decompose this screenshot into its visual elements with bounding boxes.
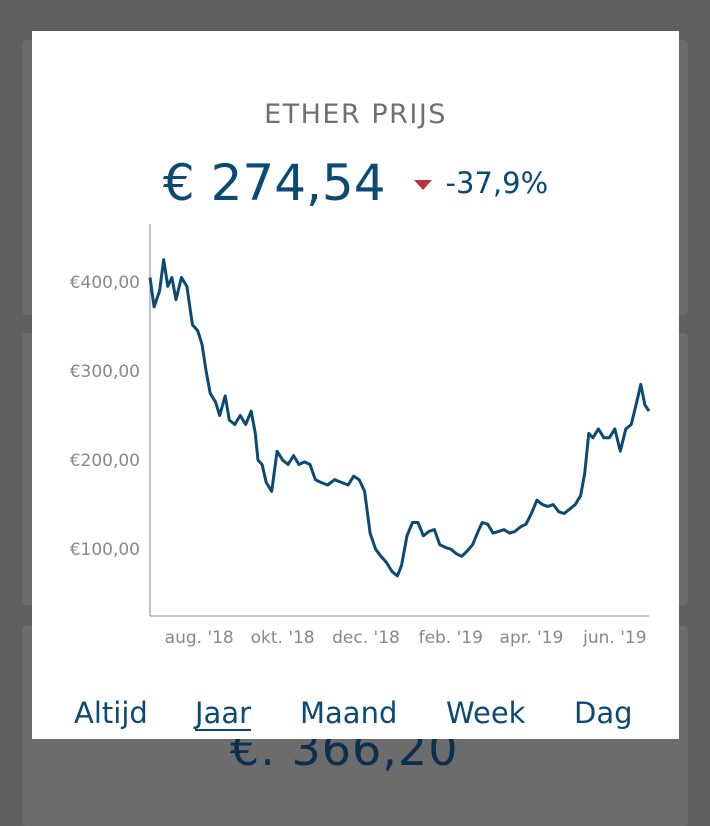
tab-dag[interactable]: Dag [574, 696, 633, 730]
x-tick-label: apr. '19 [500, 628, 564, 648]
tab-altijd[interactable]: Altijd [74, 696, 148, 730]
price-change: -37,9% [445, 166, 549, 200]
x-tick-label: feb. '19 [419, 628, 483, 648]
price-series-line [148, 258, 651, 578]
y-tick-label: €100,00 [70, 540, 140, 560]
tab-jaar[interactable]: Jaar [195, 696, 252, 730]
price-line-chart: €400,00 €300,00 €200,00 €100,00 aug. '18 okt.… [70, 224, 651, 648]
period-tabs: Altijd Jaar Maand Week Dag [32, 696, 679, 738]
y-tick-label: €300,00 [70, 362, 140, 382]
current-price: € 274,54 [162, 154, 386, 212]
x-tick-label: dec. '18 [332, 628, 400, 648]
x-tick-label: jun. '19 [582, 628, 646, 648]
y-tick-label: €400,00 [70, 273, 140, 293]
y-tick-label: €200,00 [70, 451, 140, 471]
x-tick-label: okt. '18 [251, 628, 315, 648]
price-chart-modal: ETHER PRIJS € 274,54 -37,9% €400,00 €300,… [32, 31, 679, 739]
x-tick-label: aug. '18 [165, 628, 234, 648]
tab-maand[interactable]: Maand [300, 696, 398, 730]
tab-week[interactable]: Week [446, 696, 526, 730]
modal-title: ETHER PRIJS [264, 99, 447, 130]
triangle-down-icon [413, 180, 432, 190]
price-summary: € 274,54 -37,9% [32, 154, 679, 212]
